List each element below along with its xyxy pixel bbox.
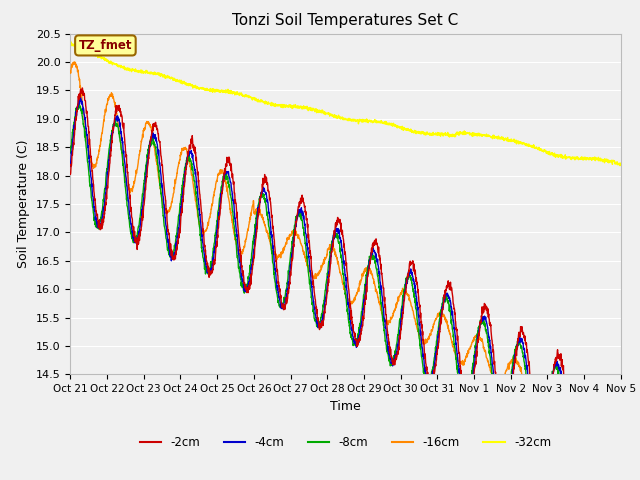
Legend: -2cm, -4cm, -8cm, -16cm, -32cm: -2cm, -4cm, -8cm, -16cm, -32cm xyxy=(135,431,556,454)
X-axis label: Time: Time xyxy=(330,400,361,413)
Text: TZ_fmet: TZ_fmet xyxy=(79,39,132,52)
Title: Tonzi Soil Temperatures Set C: Tonzi Soil Temperatures Set C xyxy=(232,13,459,28)
Y-axis label: Soil Temperature (C): Soil Temperature (C) xyxy=(17,140,30,268)
